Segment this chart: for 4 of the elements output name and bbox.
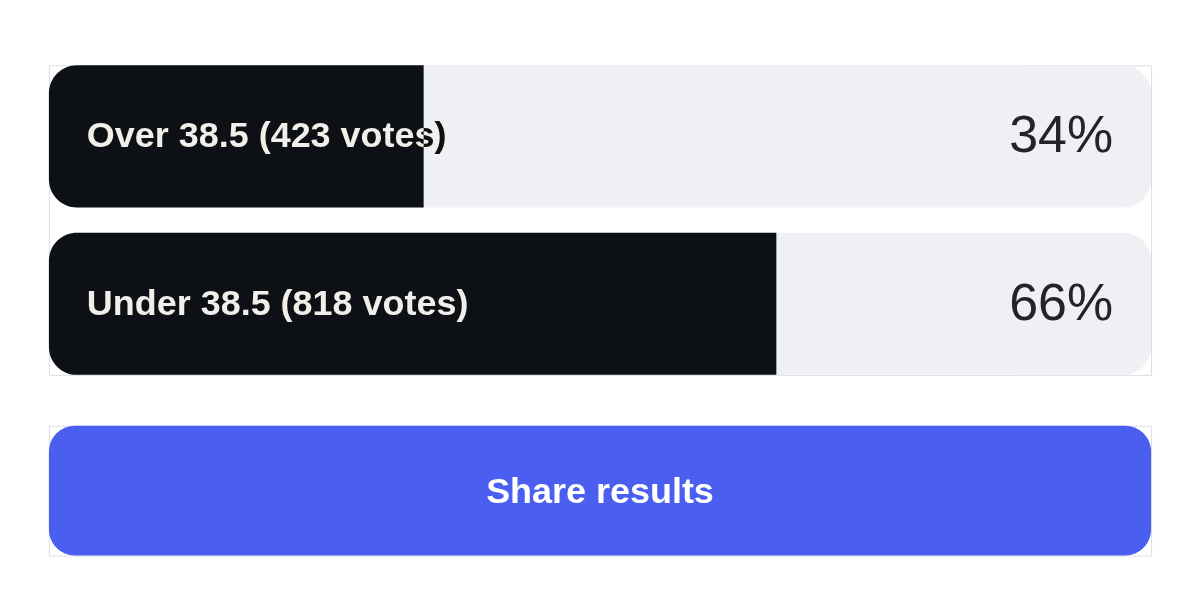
data-label: 66%	[1009, 272, 1114, 331]
data-label: 34%	[1009, 105, 1114, 164]
text: Share results	[486, 469, 714, 511]
y-tick-label: Under 38.5 (818 votes)	[86, 281, 469, 323]
